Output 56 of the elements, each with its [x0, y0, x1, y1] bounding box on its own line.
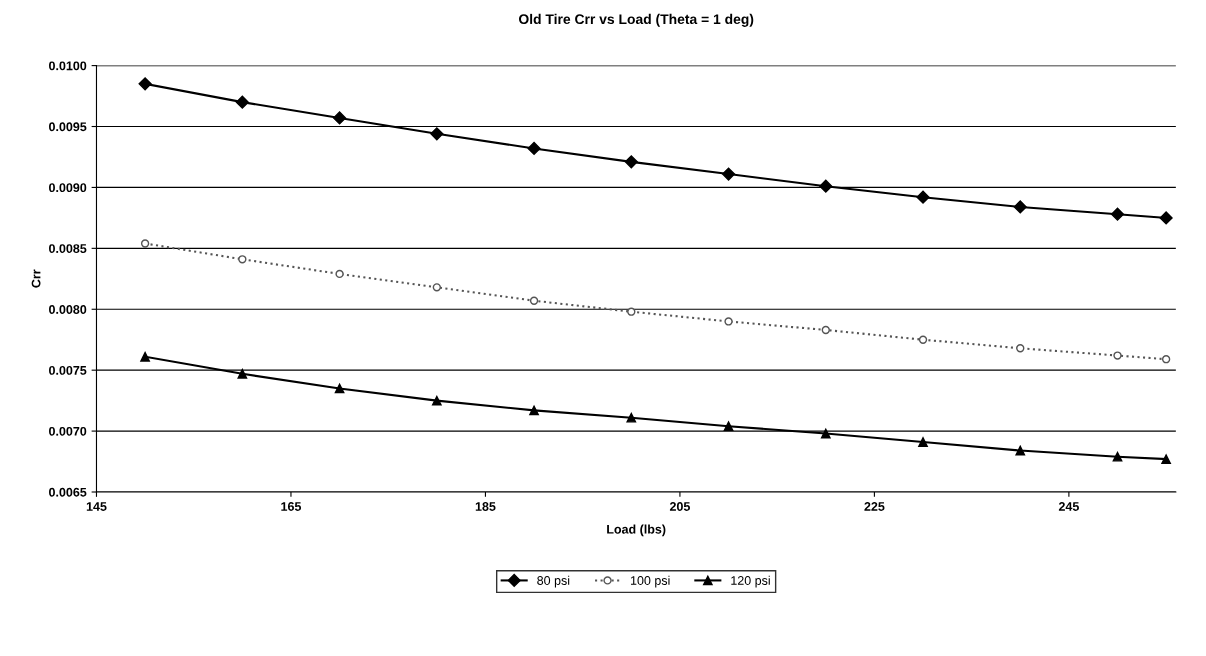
point: [819, 179, 833, 193]
point: [235, 95, 249, 109]
point: [334, 383, 345, 394]
y-tick-label: 0.0065: [49, 487, 87, 497]
y-tick-label: 0.0080: [49, 305, 87, 314]
point: [624, 155, 638, 169]
chart-title: Old Tire Crr vs Load (Theta = 1 deg): [518, 13, 754, 27]
point: [821, 325, 830, 335]
point: [1016, 344, 1025, 353]
point: [1112, 451, 1123, 462]
point: [627, 307, 636, 316]
point: [527, 141, 541, 156]
point: [1015, 445, 1026, 456]
point: [237, 368, 248, 379]
x-tick-label: 245: [1058, 502, 1079, 511]
point: [1159, 211, 1173, 225]
x-tick-label: 145: [86, 502, 107, 511]
point: [332, 111, 347, 125]
point: [918, 335, 928, 344]
point: [431, 395, 442, 406]
legend-label: 80 psi: [537, 575, 570, 588]
point: [721, 167, 736, 181]
x-tick-label: 185: [475, 502, 496, 511]
point: [820, 428, 831, 439]
point: [140, 239, 150, 248]
point: [529, 296, 539, 305]
point: [916, 190, 930, 204]
point: [1110, 207, 1125, 221]
point: [1113, 351, 1122, 360]
point: [724, 317, 733, 326]
point: [335, 269, 344, 279]
point: [430, 127, 444, 141]
x-tick-label: 225: [864, 502, 885, 511]
point: [626, 412, 637, 423]
legend-label: 120 psi: [731, 575, 770, 588]
point: [138, 77, 152, 91]
point: [432, 283, 441, 292]
y-tick-label: 0.0090: [49, 183, 87, 193]
x-tick-label: 165: [281, 502, 302, 511]
legend-label: 100 psi: [630, 575, 670, 588]
point: [723, 421, 734, 432]
point: [529, 405, 539, 416]
x-tick-label: 205: [669, 502, 690, 511]
x-axis-title: Load (lbs): [607, 524, 666, 537]
point: [1161, 454, 1171, 464]
point: [1161, 355, 1171, 364]
y-tick-label: 0.0070: [49, 426, 87, 436]
y-tick-label: 0.0085: [49, 244, 87, 253]
point: [918, 437, 928, 447]
point: [1013, 200, 1027, 214]
point: [238, 255, 247, 264]
point: [140, 351, 150, 362]
y-axis-title: Crr: [31, 269, 41, 288]
y-tick-label: 0.0100: [49, 61, 87, 71]
y-tick-label: 0.0095: [49, 122, 87, 132]
y-tick-label: 0.0075: [49, 365, 87, 375]
